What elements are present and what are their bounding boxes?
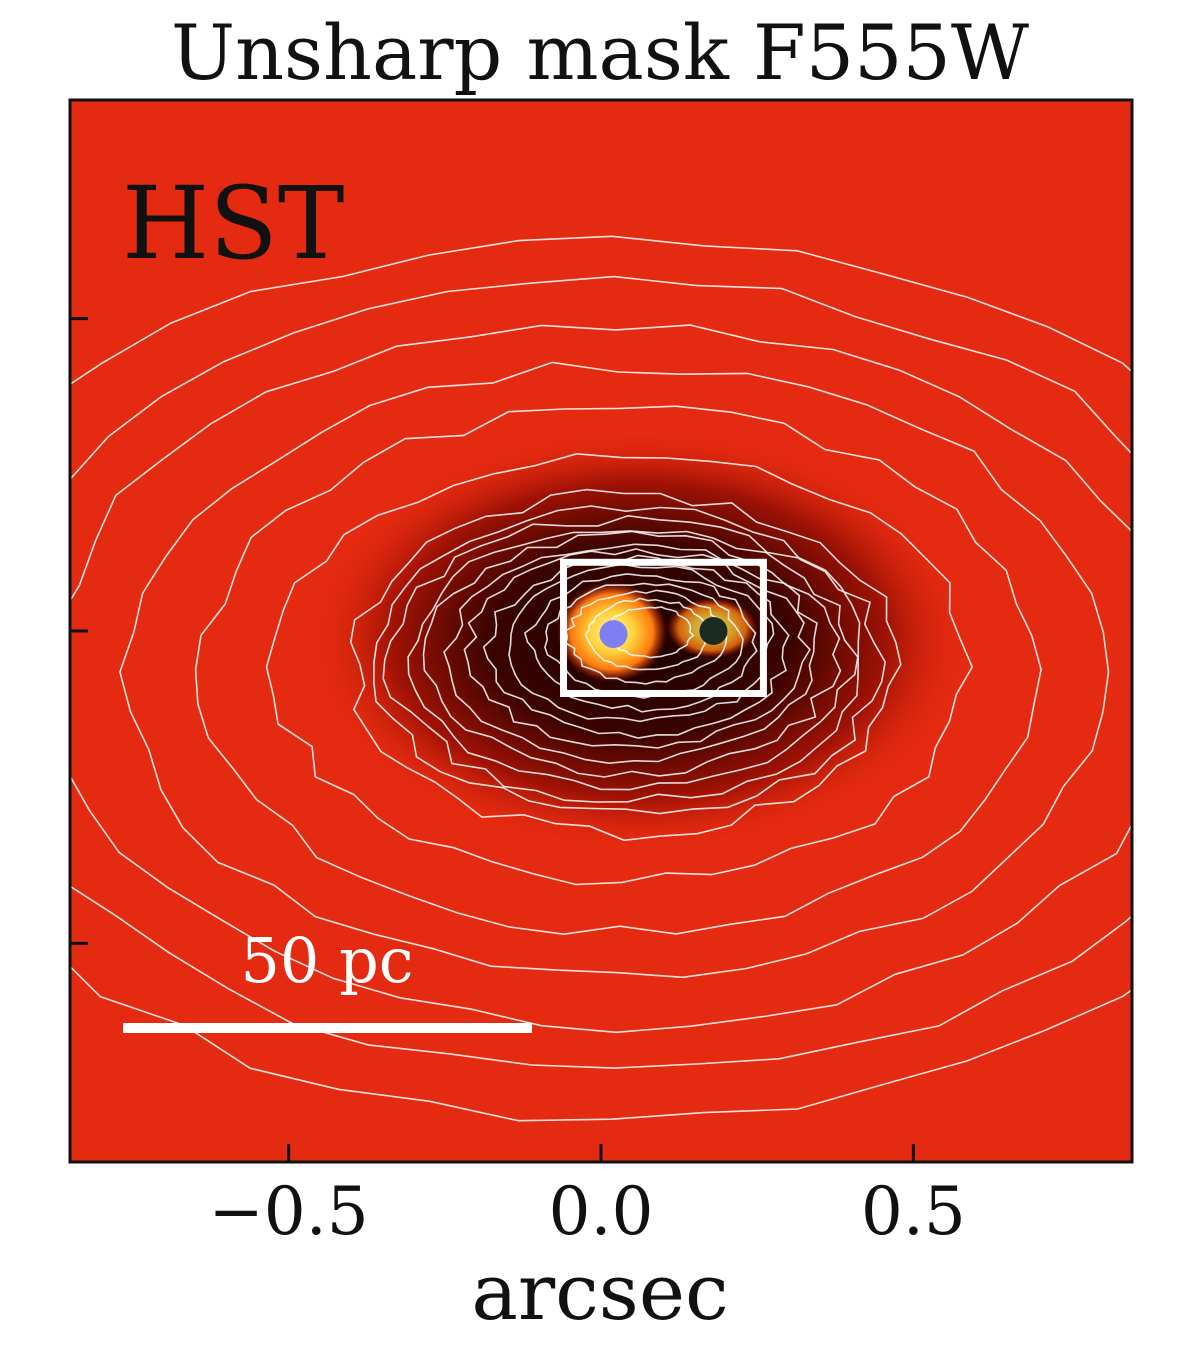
highlight-box xyxy=(560,558,767,697)
x-axis-label: arcsec xyxy=(471,1248,729,1338)
scale-bar-label: 50 pc xyxy=(240,924,413,997)
contour-line xyxy=(194,405,1042,936)
contour-line xyxy=(407,530,859,791)
contour-line xyxy=(70,235,1132,1122)
contour-line xyxy=(523,573,758,713)
contour-line xyxy=(349,488,902,842)
contour-line xyxy=(482,554,790,739)
contour-line xyxy=(265,452,974,886)
chart-title: Unsharp mask F555W xyxy=(171,8,1029,97)
contour-line xyxy=(119,361,1110,979)
source-marker xyxy=(599,620,628,649)
contour-line xyxy=(422,530,842,778)
x-tick-label: −0.5 xyxy=(209,1173,369,1250)
contour-line xyxy=(584,597,712,671)
markers xyxy=(599,617,728,649)
x-tick-label: 0.5 xyxy=(861,1173,966,1250)
contour-line xyxy=(382,514,861,803)
contour-line xyxy=(70,324,1132,1034)
panel-label: HST xyxy=(122,165,344,282)
contour-line xyxy=(372,505,887,815)
contours xyxy=(70,235,1132,1122)
x-tick-label: 0.0 xyxy=(549,1173,654,1250)
contour-line xyxy=(508,563,775,723)
axis-ticks: −0.5 0.0 0.5 xyxy=(70,317,966,1250)
contour-line xyxy=(564,589,728,685)
contour-line xyxy=(70,275,1132,1069)
source-marker xyxy=(699,617,728,645)
